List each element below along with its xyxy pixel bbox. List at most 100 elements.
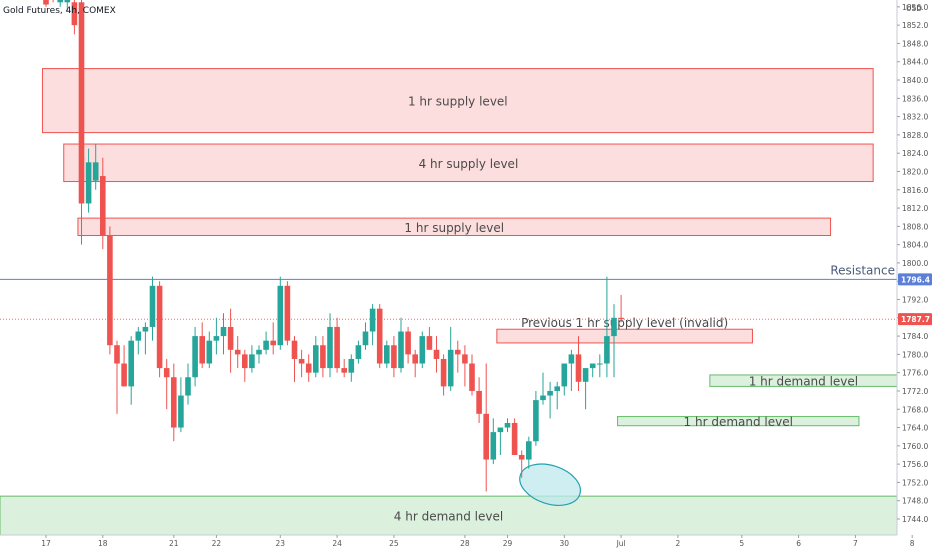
y-tick-label: 1760.0 — [902, 442, 928, 451]
candle — [227, 308, 234, 373]
supply-zone-0 — [41, 68, 874, 134]
candle-body — [497, 427, 504, 433]
y-tick-label: 1852.0 — [902, 21, 928, 30]
candle — [575, 336, 582, 391]
candle-body — [178, 395, 184, 428]
price-label-value: 1796.4 — [901, 275, 930, 284]
candle — [284, 281, 291, 346]
y-tick-label: 1808.0 — [902, 222, 928, 231]
candle-body — [511, 422, 518, 455]
candle — [320, 336, 326, 378]
candle-body — [78, 2, 85, 204]
candle — [618, 294, 624, 323]
candle — [114, 340, 120, 414]
candle-body — [263, 340, 269, 350]
candle — [185, 363, 191, 405]
candle-body — [185, 377, 191, 396]
candle-body — [426, 336, 433, 350]
y-tick-label: 1824.0 — [902, 149, 928, 158]
candle — [171, 363, 177, 442]
candle — [149, 276, 156, 341]
candle-body — [376, 308, 383, 364]
candle — [455, 340, 461, 373]
candle — [483, 363, 489, 492]
candle — [327, 313, 333, 378]
candle-body — [405, 331, 411, 355]
candle-body — [362, 331, 369, 346]
candle — [611, 304, 617, 378]
candle-body — [270, 340, 276, 346]
candle-body — [504, 422, 511, 428]
candle — [504, 418, 511, 433]
candle-body — [156, 285, 163, 369]
candle — [384, 340, 390, 369]
candle-body — [107, 235, 113, 346]
candle — [568, 349, 575, 391]
candle — [107, 226, 113, 355]
candle — [313, 336, 319, 378]
candle-body — [433, 349, 440, 359]
candle-body — [220, 326, 227, 337]
candle-body — [561, 363, 568, 387]
y-tick-label: 1848.0 — [902, 39, 928, 48]
candle — [348, 354, 355, 382]
candle — [92, 144, 99, 190]
candle-body — [462, 354, 468, 364]
candle — [156, 281, 163, 378]
candle — [206, 331, 213, 369]
y-tick-label: 1772.0 — [902, 387, 928, 396]
y-tick-label: 1764.0 — [902, 424, 928, 433]
candle — [78, 0, 85, 245]
candle-body — [483, 413, 489, 460]
candle — [121, 345, 127, 387]
candle — [178, 377, 184, 433]
candle — [242, 349, 248, 382]
y-tick-label: 1832.0 — [902, 113, 928, 122]
candle — [597, 354, 603, 378]
candle-body — [213, 336, 220, 341]
candle — [533, 390, 539, 446]
candle — [412, 349, 418, 378]
y-tick-label: 1744.0 — [902, 515, 928, 524]
candle-body — [277, 285, 284, 346]
candle-body — [369, 308, 376, 332]
candle — [220, 313, 227, 355]
y-tick-label: 1844.0 — [902, 58, 928, 67]
candle — [64, 0, 71, 12]
candle-body — [92, 162, 99, 181]
y-tick-label: 1828.0 — [902, 131, 928, 140]
candle-body — [334, 326, 340, 369]
x-tick-label: 18 — [98, 539, 108, 548]
candle — [369, 304, 376, 346]
demand-zone-label: 1 hr demand level — [684, 415, 793, 429]
candle-body — [582, 368, 589, 382]
candle — [277, 276, 284, 350]
candle — [433, 336, 440, 373]
candle-body — [526, 441, 532, 460]
candle — [561, 363, 568, 396]
candle — [362, 322, 369, 350]
candle-body — [305, 363, 312, 373]
demand-zone-label: 4 hr demand level — [394, 510, 503, 524]
candle — [518, 450, 525, 478]
y-tick-label: 1748.0 — [902, 497, 928, 506]
candle-body — [554, 386, 560, 391]
y-tick-label: 1756.0 — [902, 460, 928, 469]
candle-body — [256, 349, 262, 355]
candle — [398, 317, 404, 373]
candle-body — [192, 336, 198, 378]
candle-body — [171, 377, 177, 428]
y-tick-label: 1816.0 — [902, 186, 928, 195]
candle-body — [206, 340, 213, 364]
candle — [52, 0, 54, 3]
candle-body — [242, 354, 248, 369]
candle-body — [57, 0, 63, 3]
candle — [604, 276, 610, 378]
y-tick-label: 1840.0 — [902, 76, 928, 85]
candle-body — [589, 363, 596, 369]
currency-label: USD — [906, 4, 922, 13]
supply-zone-label: 4 hr supply level — [419, 157, 519, 171]
y-tick-label: 1752.0 — [902, 478, 928, 487]
